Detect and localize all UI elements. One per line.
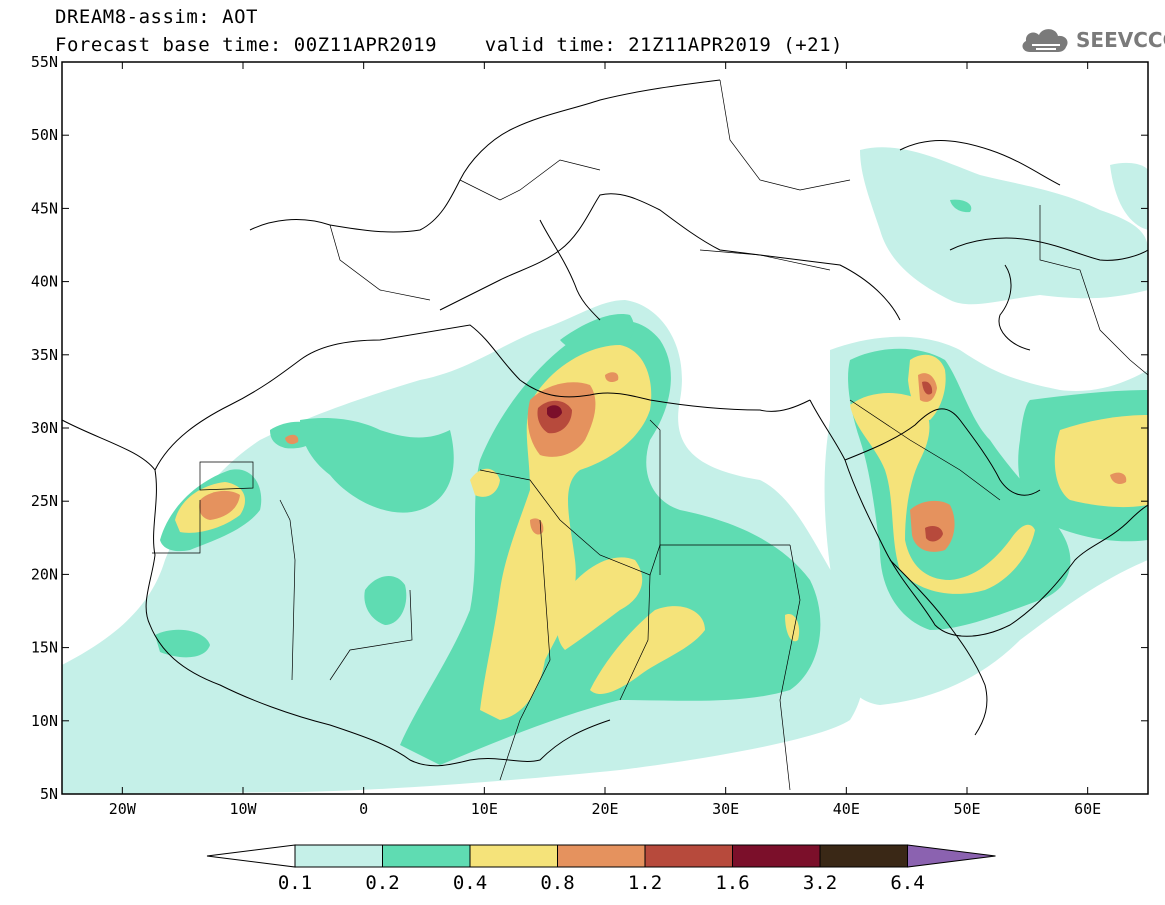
lon-tick-label: 10W: [229, 800, 257, 818]
country-borders: [152, 79, 1148, 791]
colorbar: 0.1 0.2 0.4 0.8 1.2 1.6 3.2 6.4: [206, 844, 996, 894]
lon-tick-label: 30E: [712, 800, 739, 818]
colorbar-under-triangle: [206, 844, 296, 868]
longitude-axis: 20W 10W 0 10E 20E 30E 40E 50E 60E: [109, 62, 1101, 818]
lat-tick-label: 30N: [31, 419, 58, 437]
seevccc-logo: SEEVCCC: [1018, 24, 1165, 56]
colorbar-level-label: 0.4: [453, 872, 487, 894]
lat-tick-label: 40N: [31, 273, 58, 291]
lat-tick-label: 55N: [31, 53, 58, 71]
lat-tick-label: 45N: [31, 199, 58, 217]
lon-tick-label: 20W: [109, 800, 137, 818]
logo-text: SEEVCCC: [1076, 28, 1165, 52]
forecast-time-line: Forecast base time: 00Z11APR2019 valid t…: [55, 34, 843, 56]
lon-tick-label: 10E: [471, 800, 498, 818]
colorbar-segment: [557, 844, 646, 868]
lat-tick-label: 35N: [31, 346, 58, 364]
map-title: DREAM8-assim: AOT: [55, 6, 258, 28]
lon-tick-label: 20E: [591, 800, 618, 818]
colorbar-segment: [819, 844, 908, 868]
latitude-axis: 55N 50N 45N 40N 35N 30N 25N 20N 15N 10N 5N: [31, 53, 1148, 803]
colorbar-level-label: 0.8: [540, 872, 574, 894]
lat-tick-label: 25N: [31, 492, 58, 510]
colorbar-segment: [469, 844, 558, 868]
colorbar-over-triangle: [907, 844, 996, 868]
lon-tick-label: 50E: [953, 800, 980, 818]
colorbar-level-label: 1.2: [628, 872, 662, 894]
lon-tick-label: 60E: [1074, 800, 1101, 818]
lat-tick-label: 5N: [40, 785, 58, 803]
colorbar-segment: [732, 844, 821, 868]
lat-tick-label: 50N: [31, 126, 58, 144]
aot-band-1.6-3.2: [547, 405, 562, 419]
colorbar-segment: [644, 844, 733, 868]
colorbar-segment: [294, 844, 383, 868]
lat-tick-label: 10N: [31, 712, 58, 730]
colorbar-level-label: 3.2: [803, 872, 837, 894]
colorbar-level-label: 0.2: [365, 872, 399, 894]
colorbar-segment: [382, 844, 471, 868]
coastlines: [62, 79, 1148, 767]
colorbar-level-label: 6.4: [890, 872, 924, 894]
lon-tick-label: 0: [359, 800, 368, 818]
cloud-icon: [1022, 29, 1068, 52]
lat-tick-label: 20N: [31, 565, 58, 583]
lat-tick-label: 15N: [31, 639, 58, 657]
colorbar-level-label: 1.6: [715, 872, 749, 894]
aot-field: [62, 147, 1148, 794]
colorbar-level-label: 0.1: [278, 872, 312, 894]
lon-tick-label: 40E: [833, 800, 860, 818]
